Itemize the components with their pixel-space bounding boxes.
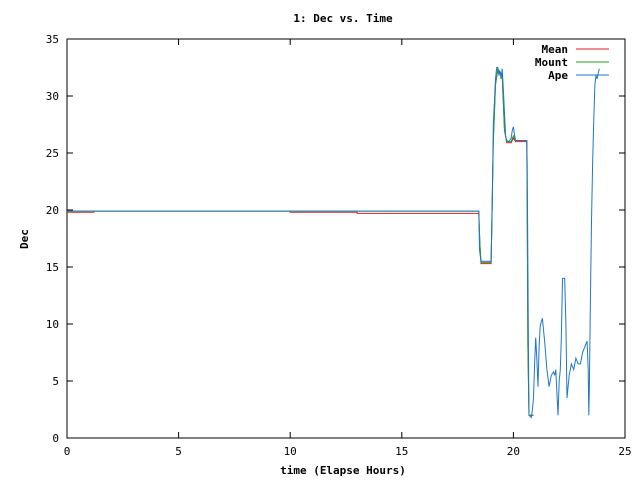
legend-label-ape: Ape: [548, 69, 568, 82]
y-tick-label: 5: [52, 375, 59, 388]
y-tick-label: 30: [46, 90, 59, 103]
y-tick-label: 20: [46, 204, 59, 217]
y-tick-label: 35: [46, 33, 59, 46]
series-line-mean: [67, 68, 534, 416]
y-axis-label: Dec: [18, 229, 31, 249]
x-tick-label: 10: [284, 445, 297, 458]
legend-label-mean: Mean: [542, 43, 569, 56]
x-tick-label: 0: [64, 445, 71, 458]
legend-label-mount: Mount: [535, 56, 568, 69]
x-tick-label: 15: [395, 445, 408, 458]
plot-area: 0 5 10 15 20 25 0 5 10 15 20 25 30 35: [46, 33, 632, 458]
y-tick-label: 25: [46, 147, 59, 160]
y-tick-label: 0: [52, 432, 59, 445]
series-line-ape: [67, 67, 600, 419]
y-tick-label: 10: [46, 318, 59, 331]
plot-border: [66, 38, 626, 439]
x-axis-label: time (Elapse Hours): [280, 464, 406, 477]
y-tick-label: 15: [46, 261, 59, 274]
x-tick-label: 25: [618, 445, 631, 458]
x-tick-label: 5: [175, 445, 182, 458]
x-tick-label: 20: [507, 445, 520, 458]
series-line-mount: [67, 67, 534, 416]
chart-title: 1: Dec vs. Time: [293, 12, 393, 25]
